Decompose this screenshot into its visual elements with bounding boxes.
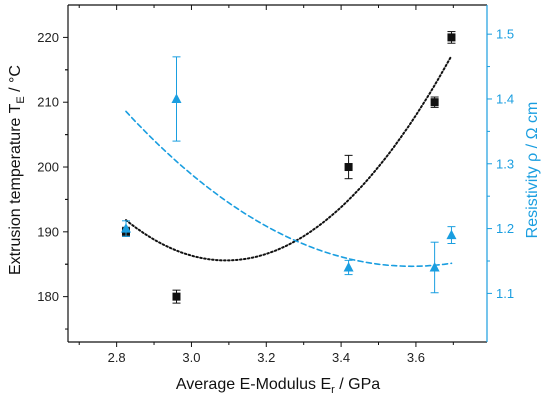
temperature-fit-curve <box>125 54 453 262</box>
y-tick-label: 190 <box>37 224 59 239</box>
y2-tick-label: 1.3 <box>496 156 514 171</box>
resistivity-point <box>120 223 131 233</box>
resistivity-point <box>446 229 457 240</box>
resistivity-fit-curve <box>125 110 453 268</box>
resistivity-point <box>343 261 354 272</box>
y2-tick-label: 1.2 <box>496 221 514 236</box>
y2-tick-label: 1.1 <box>496 286 514 301</box>
x-tick-label: 3.6 <box>407 350 425 365</box>
resistivity-point <box>429 261 440 272</box>
y2-tick-label: 1.4 <box>496 91 514 106</box>
x-axis-label: Average E-Modulus Er / GPa <box>176 376 380 396</box>
plot-frame <box>67 4 488 343</box>
y-tick-label: 200 <box>37 160 59 175</box>
temperature-point <box>344 163 353 172</box>
data-marks <box>120 31 457 304</box>
x-tick-label: 2.8 <box>108 350 126 365</box>
temperature-point <box>430 98 439 107</box>
y-tick-label: 180 <box>37 289 59 304</box>
y-tick-label: 210 <box>37 95 59 110</box>
resistivity-point <box>171 93 182 103</box>
y-tick-label: 220 <box>37 30 59 45</box>
x-tick-label: 3.0 <box>182 350 200 365</box>
temperature-point <box>172 292 181 301</box>
y2-tick-label: 1.5 <box>496 27 514 42</box>
y-axis-label: Extrusion temperature TE / °C <box>7 65 27 275</box>
temperature-point <box>447 33 456 42</box>
fit-curves <box>125 54 453 268</box>
axis-ticks: 2.8 3.0 3.2 3.4 3.6 180 190 200 210 220 1.1 1.2 1.3 1… <box>37 5 514 365</box>
x-tick-label: 3.4 <box>332 350 350 365</box>
y2-axis-label: Resistivity ρ / Ω cm <box>524 102 541 239</box>
x-tick-label: 3.2 <box>257 350 275 365</box>
